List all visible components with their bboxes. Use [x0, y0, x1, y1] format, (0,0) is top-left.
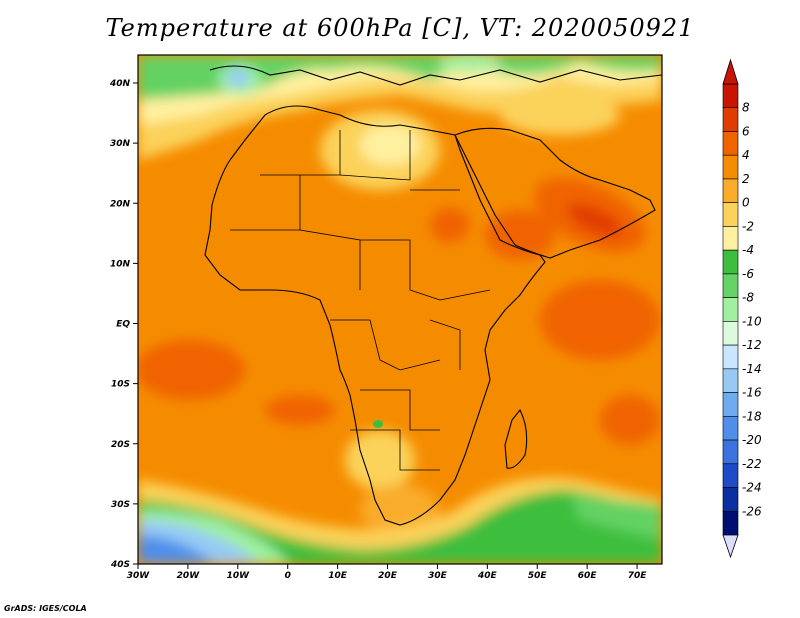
x-tick-label: 20W	[177, 571, 201, 581]
y-tick-label: 20N	[110, 199, 131, 209]
colorbar-bottom-arrow	[722, 534, 739, 559]
colorbar-label: -22	[742, 457, 762, 471]
colorbar-label: -10	[742, 314, 762, 328]
colorbar-segment	[722, 321, 739, 346]
colorbar-segment	[722, 83, 739, 109]
temperature-field	[138, 55, 662, 564]
colorbar-label: 2	[742, 172, 750, 186]
x-tick-label: 30W	[127, 571, 151, 581]
colorbar-label: -14	[742, 362, 762, 376]
colorbar-segment	[722, 131, 739, 156]
x-tick-label: 40E	[477, 571, 498, 581]
country-borders	[230, 130, 491, 471]
colorbar-segment	[722, 178, 739, 203]
y-tick-label: EQ	[116, 320, 130, 330]
colorbar-label: 0	[742, 196, 750, 210]
colorbar-segment	[722, 416, 739, 441]
x-tick-label: 20E	[378, 571, 398, 581]
y-tick-label: 30N	[110, 139, 131, 149]
plot-frame	[137, 54, 663, 565]
x-tick-label: 10W	[227, 571, 251, 581]
y-tick-label: 30S	[111, 500, 130, 510]
colorbar-label: 4	[742, 148, 750, 162]
x-tick-label: 10E	[328, 571, 348, 581]
y-tick-label: 40S	[110, 560, 130, 570]
colorbar-segment	[722, 107, 739, 132]
x-tick-label: 30E	[428, 571, 448, 581]
colorbar-label: 8	[742, 101, 750, 115]
colorbar-label: -26	[742, 504, 762, 518]
colorbar-label: -24	[742, 481, 762, 495]
y-tick-label: 40N	[109, 79, 131, 89]
colorbar-segment	[722, 510, 739, 536]
x-tick-label: 60E	[578, 571, 598, 581]
colorbar-label: -2	[742, 219, 754, 233]
colorbar-label: -6	[742, 267, 754, 281]
x-tick-label: 0	[285, 571, 291, 581]
x-tick-label: 70E	[628, 571, 648, 581]
grads-credit: GrADS: IGES/COLA	[4, 604, 87, 613]
y-axis: 40N 30N 20N 10N EQ 10S 20S 30S 40S	[109, 79, 138, 570]
colorbar-segment	[722, 487, 739, 512]
y-tick-label: 10S	[111, 380, 130, 390]
colorbar-segment	[722, 249, 739, 275]
colorbar-segment	[722, 202, 739, 227]
colorbar-label: -8	[742, 291, 754, 305]
colorbar-segment	[722, 297, 739, 322]
colorbar-segment	[722, 392, 739, 417]
colorbar-top-arrow	[722, 58, 739, 85]
colorbar-segment	[722, 154, 739, 180]
y-tick-label: 10N	[110, 259, 131, 269]
colorbar-segment	[722, 273, 739, 298]
colorbar-label: -12	[742, 338, 762, 352]
colorbar-label: -4	[742, 243, 754, 257]
colorbar-label: -20	[742, 433, 762, 447]
x-tick-label: 50E	[528, 571, 548, 581]
colorbar-label: 6	[742, 124, 750, 138]
colorbar-label: -16	[742, 386, 762, 400]
colorbar: 8 6 4 2 0 -2 -4 -6 -8 -10 -12 -14 -16 -18 -20 -22 -24 -26	[722, 58, 762, 559]
x-axis: 30W 20W 10W 0 10E 20E 30E 40E 50E 60E 70E	[127, 564, 647, 581]
map-title: Temperature at 600hPa [C], VT: 202005092…	[105, 14, 695, 42]
colorbar-label: -18	[742, 409, 762, 423]
colorbar-segment	[722, 439, 739, 465]
colorbar-segment	[722, 226, 739, 251]
colorbar-segment	[722, 344, 739, 370]
coastlines	[204, 65, 662, 526]
y-tick-label: 20S	[111, 440, 130, 450]
colorbar-segment	[722, 368, 739, 393]
colorbar-segment	[722, 463, 739, 488]
